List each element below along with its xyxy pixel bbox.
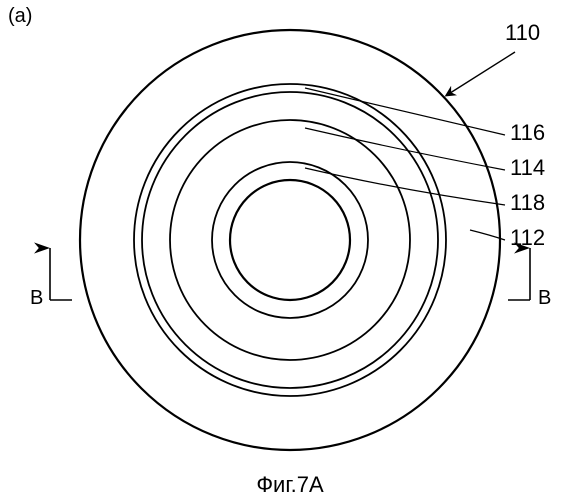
ring116-inner [142, 92, 438, 388]
section-label-right: B [538, 287, 551, 309]
circle-114 [170, 120, 410, 360]
label-118: 118 [510, 190, 545, 215]
label-114: 114 [510, 155, 545, 180]
inner-circle [230, 180, 350, 300]
label-116: 116 [510, 120, 545, 145]
ring-group [80, 30, 500, 450]
label-110: 110 [505, 20, 540, 45]
section-mark-right: B [508, 248, 551, 309]
panel-label: (a) [8, 5, 32, 27]
ring116-outer [134, 84, 446, 396]
section-mark-left: B [30, 248, 72, 309]
section-label-left: B [30, 287, 43, 309]
callout-110: 110 [447, 20, 540, 95]
label-112: 112 [510, 225, 545, 250]
figure-caption: Фиг.7A [256, 472, 324, 497]
circle-118 [212, 162, 368, 318]
callout-112: 112 [470, 225, 545, 250]
outer-circle [80, 30, 500, 450]
